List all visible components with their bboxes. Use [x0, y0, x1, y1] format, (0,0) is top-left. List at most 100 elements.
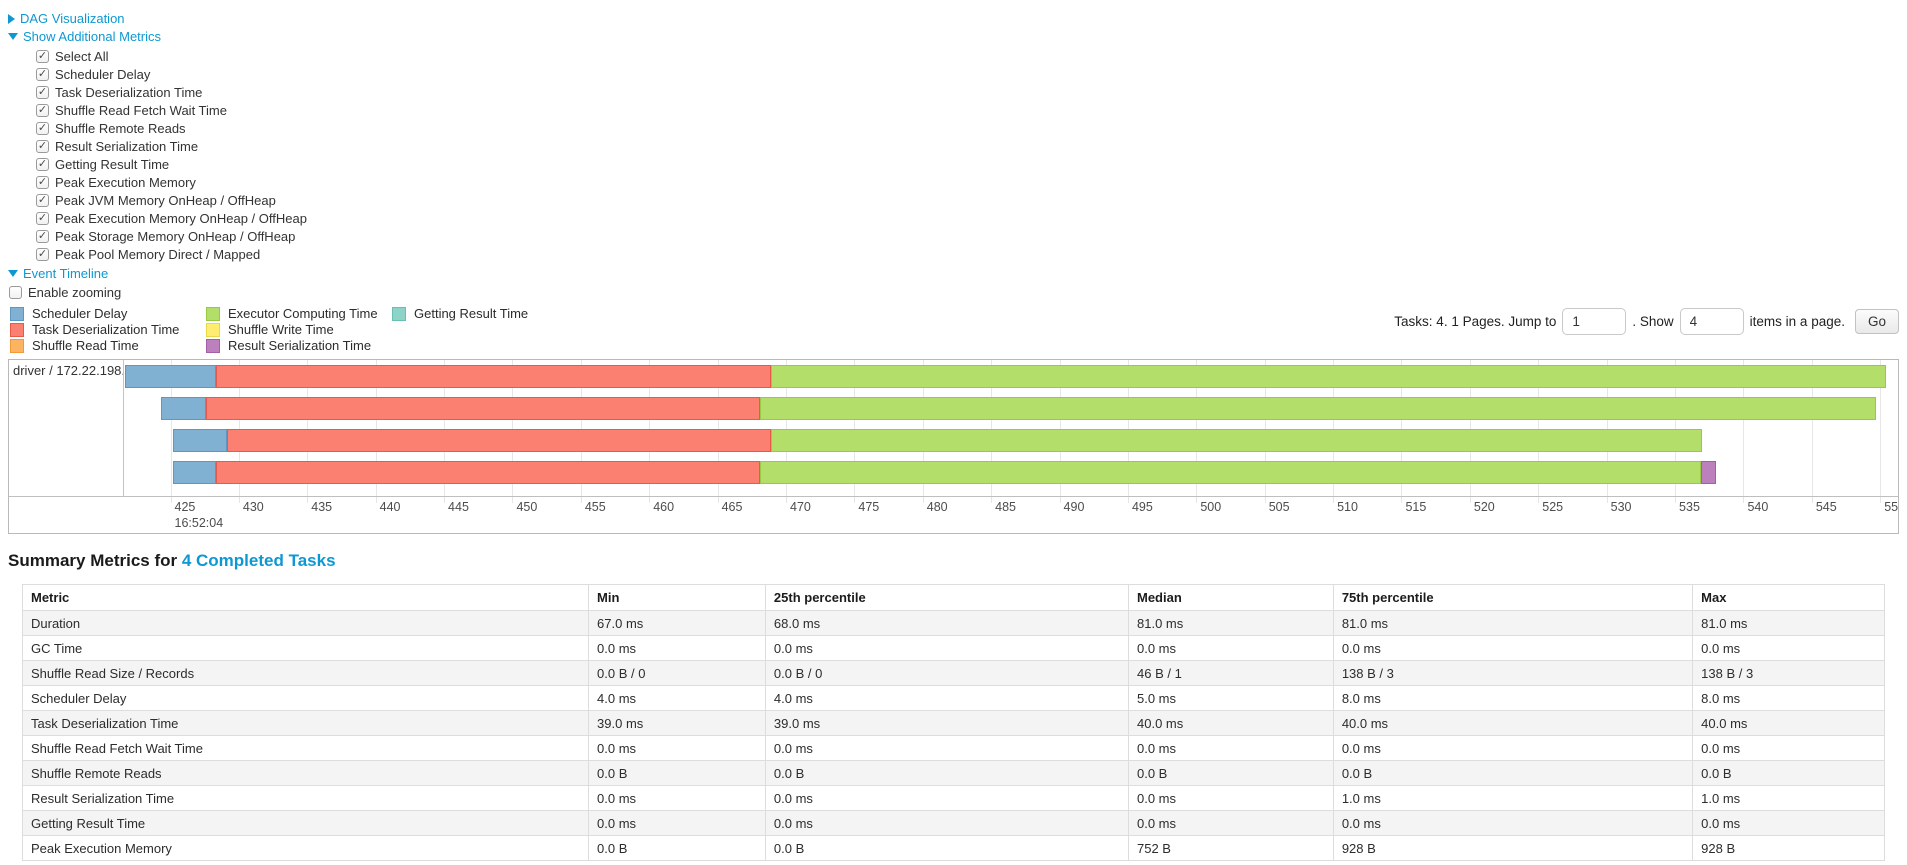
summary-metric-value: 138 B / 3	[1332, 660, 1694, 686]
timeline-bar-segment-computing[interactable]	[770, 429, 1703, 452]
timeline-bar-segment-computing[interactable]	[760, 461, 1702, 484]
legend-swatch-shuffle_read	[10, 338, 24, 353]
summary-metric-value: 0.0 ms	[1128, 635, 1334, 661]
legend-label: Getting Result Time	[414, 306, 529, 321]
summary-metric-value: 81.0 ms	[1332, 610, 1694, 636]
legend-column: Getting Result Time	[392, 306, 528, 354]
executor-group-label: driver / 172.22.198.104	[9, 360, 124, 496]
metric-checkbox[interactable]: ✓	[36, 67, 49, 81]
summary-metric-value: 0.0 ms	[764, 735, 1130, 761]
metric-checkbox[interactable]: ✓	[36, 85, 49, 99]
legend-column: Scheduler Delay Task Deserialization Time…	[10, 306, 206, 354]
stage-detail-controls: DAG Visualization Show Additional Metric…	[0, 0, 1907, 354]
metric-checkbox[interactable]: ✓	[36, 175, 49, 189]
summary-table-row: Shuffle Read Size / Records 0.0 B / 0 0.0 …	[21, 660, 1885, 686]
event-timeline-label: Event Timeline	[23, 266, 109, 281]
summary-metric-value: 0.0 ms	[1332, 635, 1694, 661]
summary-column-header: Max	[1692, 584, 1885, 611]
timeline-plot-area	[124, 360, 1898, 503]
metric-checkbox[interactable]: ✓	[36, 229, 49, 243]
summary-table-row: Scheduler Delay 4.0 ms 4.0 ms 5.0 ms 8.0 ms 8…	[21, 685, 1885, 711]
summary-metric-name: GC Time	[21, 635, 590, 661]
summary-metric-value: 0.0 ms	[1692, 735, 1885, 761]
summary-metric-value: 0.0 ms	[1128, 735, 1334, 761]
show-additional-metrics-toggle[interactable]: Show Additional Metrics	[8, 29, 1899, 44]
axis-tick-label: 520	[1473, 500, 1495, 514]
metric-checkbox-item: ✓ Peak Storage Memory OnHeap / OffHeap	[36, 227, 1899, 245]
timeline-bar-segment-deserialization[interactable]	[206, 397, 760, 420]
summary-column-header: 75th percentile	[1332, 584, 1694, 611]
summary-metric-name: Getting Result Time	[21, 810, 590, 836]
summary-table-row: Task Deserialization Time 39.0 ms 39.0 ms 4…	[21, 710, 1885, 736]
expanded-arrow-icon	[8, 33, 18, 40]
summary-metric-value: 0.0 B	[764, 835, 1130, 861]
jump-to-page-input[interactable]	[1562, 308, 1627, 335]
timeline-bar-segment-scheduler_delay[interactable]	[125, 365, 216, 388]
timeline-bar-segment-deserialization[interactable]	[226, 429, 771, 452]
timeline-bar-segment-scheduler_delay[interactable]	[160, 397, 207, 420]
event-timeline-toggle[interactable]: Event Timeline	[8, 266, 1899, 281]
legend-label: Task Deserialization Time	[32, 322, 180, 337]
axis-tick-label: 430	[242, 500, 264, 514]
timeline-bar-segment-deserialization[interactable]	[215, 461, 760, 484]
summary-table-row: Getting Result Time 0.0 ms 0.0 ms 0.0 ms 0.0…	[21, 810, 1885, 836]
summary-table-row: Shuffle Read Fetch Wait Time 0.0 ms 0.0 ms…	[21, 735, 1885, 761]
timeline-bar-segment-computing[interactable]	[770, 365, 1886, 388]
summary-metric-value: 0.0 B / 0	[764, 660, 1130, 686]
legend-swatch-serialization	[206, 338, 220, 353]
gridline	[1811, 360, 1813, 503]
metric-checkbox[interactable]: ✓	[36, 193, 49, 207]
axis-tick-label: 485	[995, 500, 1017, 514]
timeline-bar-segment-computing[interactable]	[760, 397, 1877, 420]
metric-checkbox[interactable]: ✓	[36, 211, 49, 225]
metric-checkbox[interactable]: ✓	[36, 49, 49, 63]
timeline-bar-segment-scheduler_delay[interactable]	[173, 429, 227, 452]
axis-tick-label: 525	[1542, 500, 1564, 514]
metric-checkbox-label: Peak Execution Memory OnHeap / OffHeap	[55, 210, 307, 226]
legend-swatch-shuffle_write	[206, 322, 220, 337]
timeline-bar-segment-serialization[interactable]	[1701, 461, 1717, 484]
enable-zooming-label: Enable zooming	[28, 285, 122, 300]
enable-zooming-checkbox[interactable]	[9, 286, 22, 299]
axis-tick-label: 510	[1337, 500, 1358, 514]
summary-metric-value: 0.0 B	[1332, 760, 1694, 786]
metric-checkbox[interactable]: ✓	[36, 157, 49, 171]
axis-tick-label: 550	[1884, 500, 1899, 514]
summary-metric-value: 1.0 ms	[1692, 785, 1885, 811]
axis-tick-label: 470	[790, 500, 811, 514]
summary-metric-name: Shuffle Read Fetch Wait Time	[21, 735, 590, 761]
metric-checkbox[interactable]: ✓	[36, 121, 49, 135]
axis-tick-label: 515	[1405, 500, 1427, 514]
go-button[interactable]: Go	[1854, 309, 1899, 334]
axis-tick-label: 545	[1815, 500, 1837, 514]
legend-label: Executor Computing Time	[228, 306, 378, 321]
timeline-bar-segment-scheduler_delay[interactable]	[173, 461, 216, 484]
summary-metrics-title: Summary Metrics for 4 Completed Tasks	[8, 551, 1907, 571]
summary-metric-value: 0.0 ms	[764, 810, 1130, 836]
metric-checkbox[interactable]: ✓	[36, 103, 49, 117]
completed-tasks-link[interactable]: 4 Completed Tasks	[181, 551, 336, 570]
axis-tick-label: 435	[311, 500, 333, 514]
summary-metric-value: 46 B / 1	[1128, 660, 1334, 686]
metric-checkbox[interactable]: ✓	[36, 247, 49, 261]
enable-zooming-row: Enable zooming	[9, 285, 1899, 300]
legend-pagination-row: Scheduler Delay Task Deserialization Time…	[8, 306, 1899, 354]
metric-checkbox[interactable]: ✓	[36, 139, 49, 153]
summary-table-row: Result Serialization Time 0.0 ms 0.0 ms 0.0…	[21, 785, 1885, 811]
legend-label: Shuffle Write Time	[228, 322, 334, 337]
page-size-input[interactable]	[1679, 308, 1744, 335]
dag-visualization-toggle[interactable]: DAG Visualization	[8, 11, 1899, 26]
metric-checkbox-item: ✓ Peak Execution Memory	[36, 173, 1899, 191]
summary-metric-name: Peak Execution Memory	[21, 835, 590, 861]
summary-metric-value: 0.0 ms	[1128, 810, 1334, 836]
metric-checkbox-label: Select All	[55, 48, 109, 64]
task-pagination: Tasks: 4. 1 Pages. Jump to . Show items …	[1394, 306, 1899, 335]
summary-metric-value: 0.0 B	[588, 760, 766, 786]
metric-checkbox-item: ✓ Peak Execution Memory OnHeap / OffHeap	[36, 209, 1899, 227]
timeline-bar-segment-deserialization[interactable]	[215, 365, 771, 388]
axis-tick-label: 505	[1268, 500, 1290, 514]
summary-metric-value: 8.0 ms	[1332, 685, 1694, 711]
summary-metric-value: 39.0 ms	[588, 710, 766, 736]
axis-tick-label: 535	[1679, 500, 1700, 514]
metric-checkbox-item: ✓ Shuffle Remote Reads	[36, 119, 1899, 137]
